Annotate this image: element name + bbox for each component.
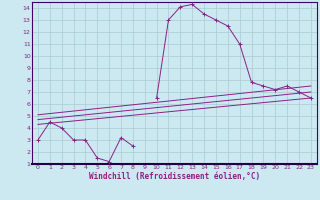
X-axis label: Windchill (Refroidissement éolien,°C): Windchill (Refroidissement éolien,°C): [89, 172, 260, 181]
